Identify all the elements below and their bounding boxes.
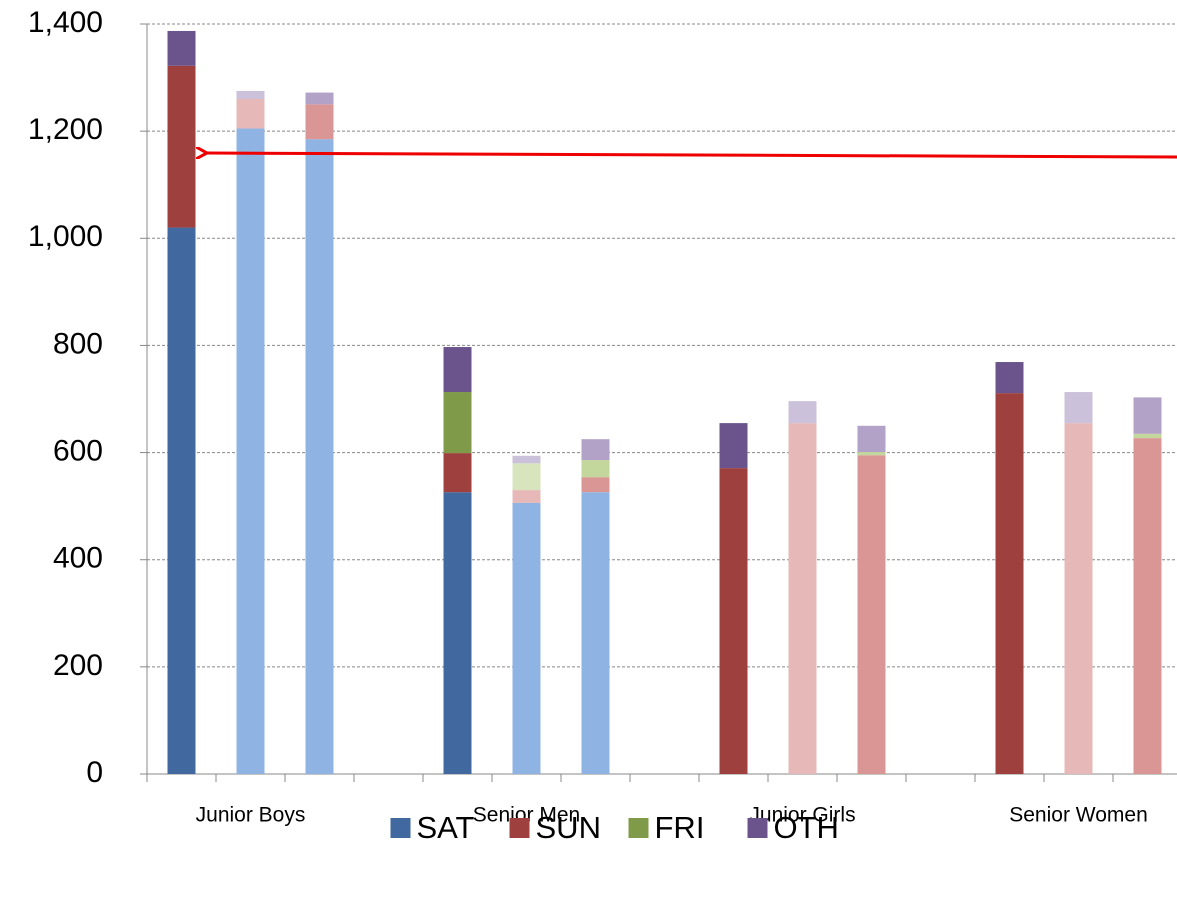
legend-swatch — [509, 818, 530, 838]
bar-segment — [581, 477, 610, 493]
bar-segment — [857, 452, 886, 456]
bar-segment — [1133, 438, 1162, 774]
bar-segment — [167, 65, 196, 228]
bar-segment — [581, 460, 610, 478]
x-tick-label: Junior Girls — [749, 804, 855, 827]
y-tick-label: 400 — [53, 542, 103, 575]
bar-segment — [581, 492, 610, 774]
x-tick-label: Senior Men — [473, 804, 580, 827]
bar-segment — [1133, 433, 1162, 439]
plot-area: 0 200 400 600 800 1,000 1,200 1,400 Junior Boys S… — [28, 6, 1177, 827]
legend-label: SUN — [536, 810, 601, 845]
bar-segment — [719, 468, 748, 774]
bar-segment — [236, 90, 265, 99]
bar-segment — [581, 439, 610, 461]
legend: SAT SUN FRI OTH — [390, 810, 839, 845]
bar-segment — [512, 463, 541, 491]
bar-segment — [305, 139, 334, 774]
bar-segment — [1064, 423, 1093, 774]
bar-segment — [995, 362, 1024, 394]
bar-segment — [857, 425, 886, 453]
bar-segment — [788, 401, 817, 424]
bar-segment — [788, 423, 817, 774]
bar-segment — [167, 227, 196, 775]
bar-segment — [512, 502, 541, 774]
bar-segment — [236, 99, 265, 129]
y-tick-label: 1,400 — [28, 6, 103, 39]
bar-segment — [305, 104, 334, 140]
legend-swatch — [390, 818, 411, 838]
y-tick-label: 600 — [53, 434, 103, 467]
legend-swatch — [628, 818, 649, 838]
legend-label: SAT — [417, 810, 475, 845]
legend-label: FRI — [655, 810, 705, 845]
bar-segment — [443, 347, 472, 393]
y-tick-label: 200 — [53, 649, 103, 682]
bar-segment — [512, 455, 541, 464]
bar-segment — [443, 492, 472, 774]
x-tick-label: Junior Boys — [196, 804, 306, 827]
bar-segment — [857, 455, 886, 774]
annotation-arrow — [207, 153, 1177, 157]
bar-segment — [995, 393, 1024, 774]
bar-segment — [719, 423, 748, 469]
x-tick-label: Senior Women — [1009, 804, 1148, 827]
bar-segment — [443, 392, 472, 454]
bar-segment — [1064, 392, 1093, 424]
y-tick-label: 1,000 — [28, 220, 103, 253]
legend-label: OTH — [774, 810, 839, 845]
bar-segment — [236, 128, 265, 774]
bar-segment — [443, 453, 472, 493]
y-tick-label: 800 — [53, 327, 103, 360]
bar-segment — [305, 92, 334, 105]
bar-segment — [1133, 397, 1162, 434]
bar-segment — [167, 30, 196, 66]
y-tick-label: 1,200 — [28, 113, 103, 146]
bar-segment — [512, 490, 541, 503]
y-tick-label: 0 — [86, 756, 103, 789]
legend-swatch — [747, 818, 768, 838]
